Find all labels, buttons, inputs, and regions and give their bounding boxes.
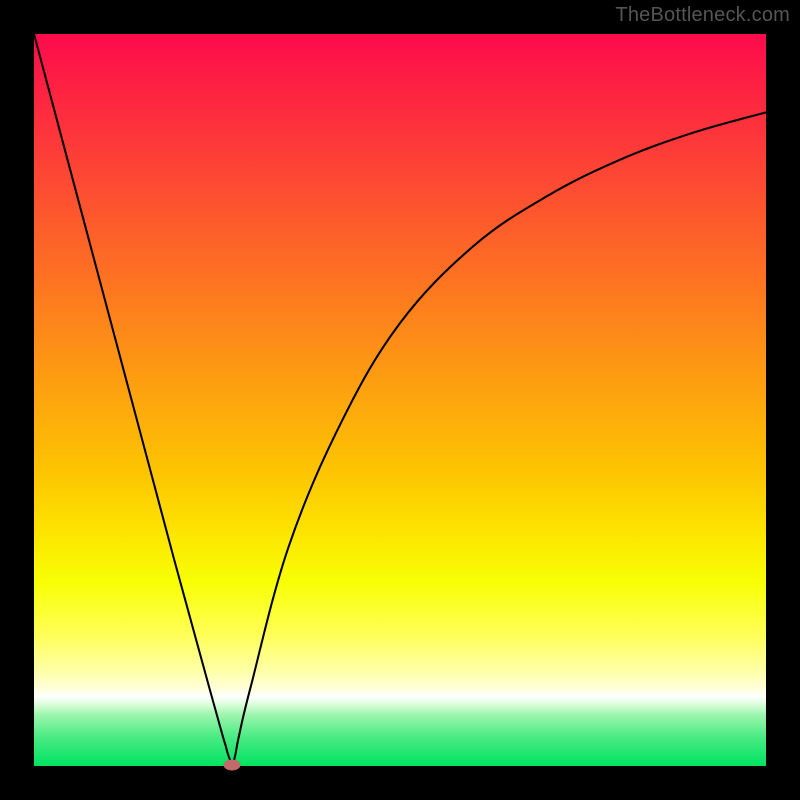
curve-right-branch — [232, 112, 766, 766]
curve-left-branch — [34, 34, 232, 766]
plot-area — [34, 34, 766, 766]
bottleneck-curve — [34, 34, 766, 766]
optimum-marker — [224, 759, 241, 770]
watermark-text: TheBottleneck.com — [615, 4, 790, 27]
